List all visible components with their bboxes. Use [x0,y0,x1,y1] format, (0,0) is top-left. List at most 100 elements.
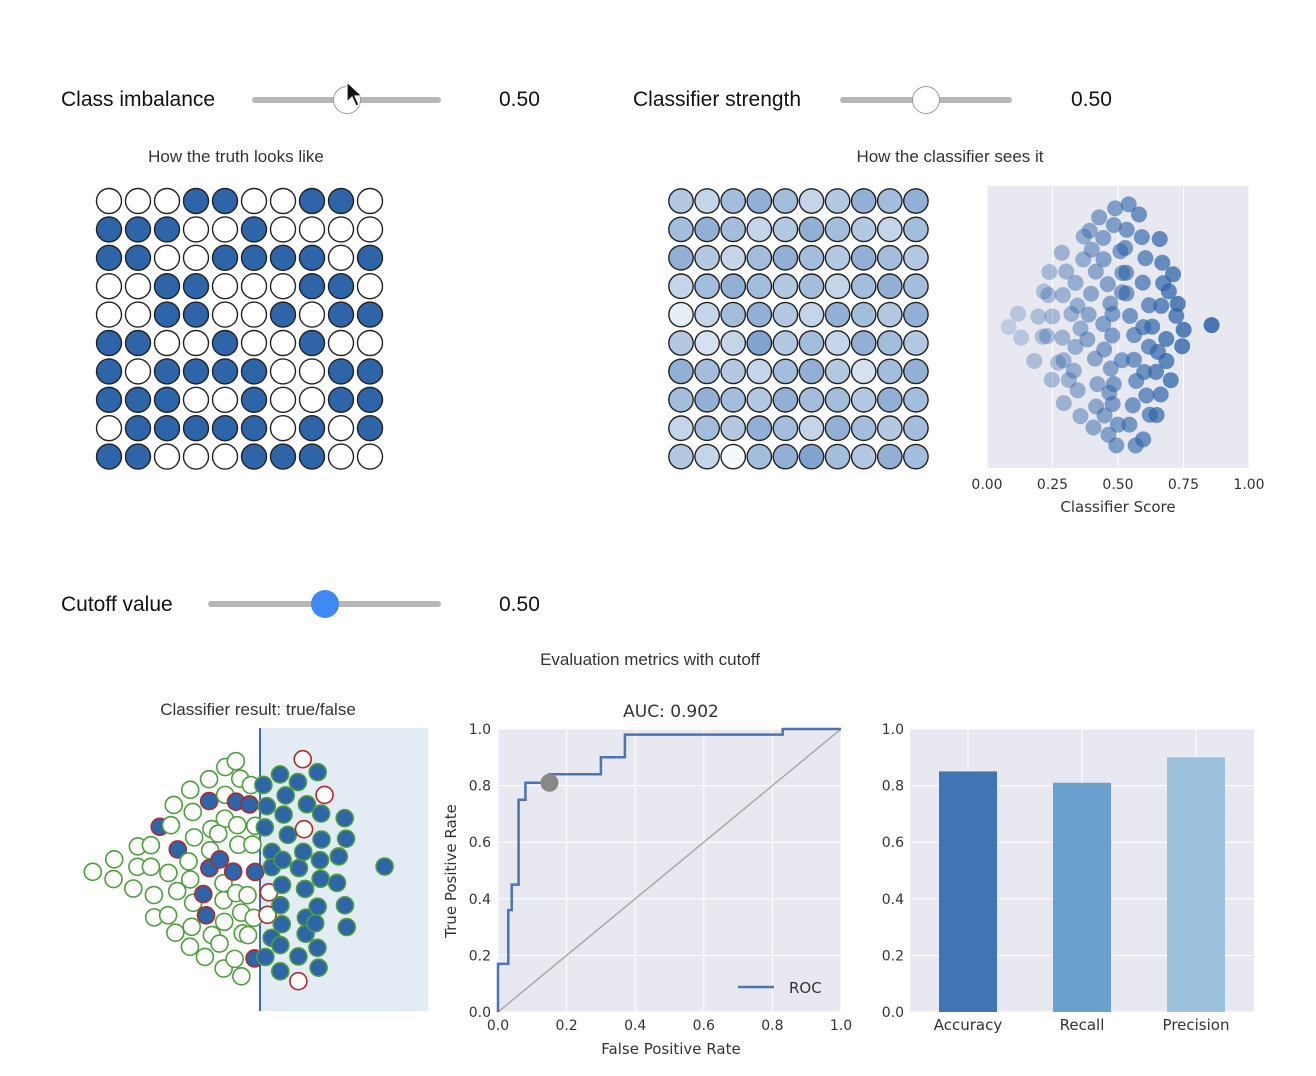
result-point [327,873,347,893]
classifier-cell [850,301,877,328]
result-point [295,879,315,899]
classifier-cell [720,188,747,214]
truth-cell [95,443,123,470]
swarm-xtick-label: 0.75 [1168,477,1199,493]
result-point [336,829,356,848]
classifier-cell [720,358,747,385]
classifier-cell [720,386,747,413]
roc-ytick-label: 0.2 [469,948,491,964]
truth-cell [298,386,326,414]
roc-cutoff-point [540,773,559,792]
bar-recall [1053,782,1111,1012]
classifier-cell [746,244,773,271]
result-point [257,796,277,816]
truth-cell [211,358,239,385]
result-point [289,947,308,966]
classifier-strength-slider-handle[interactable] [912,86,940,114]
result-point [196,905,216,925]
result-point [245,862,265,882]
truth-cell [356,386,384,414]
truth-cell [153,386,181,414]
truth-cell [298,187,326,215]
truth-cell [298,272,326,300]
swarm-point [1104,327,1121,344]
classifier-cell [850,358,877,385]
classifier-cell [694,358,720,385]
swarm-point [1072,408,1089,425]
classifier-cell [668,301,694,328]
classifier-cell [694,244,720,271]
result-point [184,828,204,847]
swarm-point [1079,331,1096,348]
roc-ytick-label: 0.4 [469,892,491,908]
truth-cell [182,272,210,300]
swarm-point [1118,221,1135,238]
swarm-point [1118,285,1135,302]
swarm-point [1203,317,1220,334]
swarm-point [1120,196,1137,213]
truth-cell [269,272,297,300]
result-point [258,905,277,925]
truth-cell [182,358,210,385]
truth-cell [211,187,239,215]
classifier-cell [720,415,747,442]
truth-cell [298,443,326,470]
result-point [180,780,200,800]
swarm-point [1153,297,1170,314]
result-point [289,858,309,878]
result-point [271,895,290,915]
classifier-cell [746,415,773,442]
swarm-point [1135,431,1152,448]
classifier-cell [876,301,903,328]
cutoff-slider-handle[interactable] [310,590,339,618]
classifier-strength-label: Classifier strength [633,88,802,111]
bar-ytick-label: 0.8 [882,779,904,795]
truth-cell [240,358,268,385]
result-point [315,785,334,805]
classifier-cell [798,358,825,385]
swarm-point [1169,295,1186,312]
result-point [144,885,164,905]
truth-cell [153,414,181,442]
truth-cell [153,329,181,357]
result-point [183,802,203,822]
swarm-point [1138,387,1155,404]
roc-legend-label: ROC [789,979,822,997]
truth-cell [327,301,355,328]
classifier-cell [668,273,694,300]
truth-cell [95,187,123,215]
roc-chart: AUC: 0.902 0.00.0 0.2 0.2 0.4 0.4 0.6 0.6 0.8 0.… [442,702,852,1058]
classifier-cell [746,273,773,300]
classifier-cell [668,358,694,385]
classifier-cell [798,244,825,271]
truth-cell [211,272,239,300]
result-point [311,804,331,823]
result-point [226,751,246,771]
result-point [208,824,228,844]
truth-cell [269,386,297,414]
classifier-cell [668,188,694,214]
truth-cell [124,272,152,300]
classifier-cell [772,188,799,214]
classifier-cell [668,443,694,470]
result-point [375,857,394,876]
result-point [124,879,143,898]
swarm-point [1075,251,1092,268]
classifier-cell [668,415,694,442]
classifier-cell [876,443,903,470]
bar-ytick-label: 0.2 [882,948,904,964]
truth-cell [95,414,123,442]
truth-cell [95,216,123,243]
truth-cell [153,358,181,385]
roc-ylabel: True Positive Rate [442,804,460,939]
classifier-cell [798,216,825,243]
truth-cell [327,358,355,385]
classifier-cell [902,358,929,385]
result-point [141,835,161,855]
classifier-result-title: Classifier result: true/false [160,700,356,719]
truth-cell [356,216,384,243]
truth-cell [95,386,123,414]
cutoff-value: 0.50 [499,593,540,616]
swarm-point [1089,376,1106,393]
roc-ytick-label: 1.0 [469,722,491,738]
